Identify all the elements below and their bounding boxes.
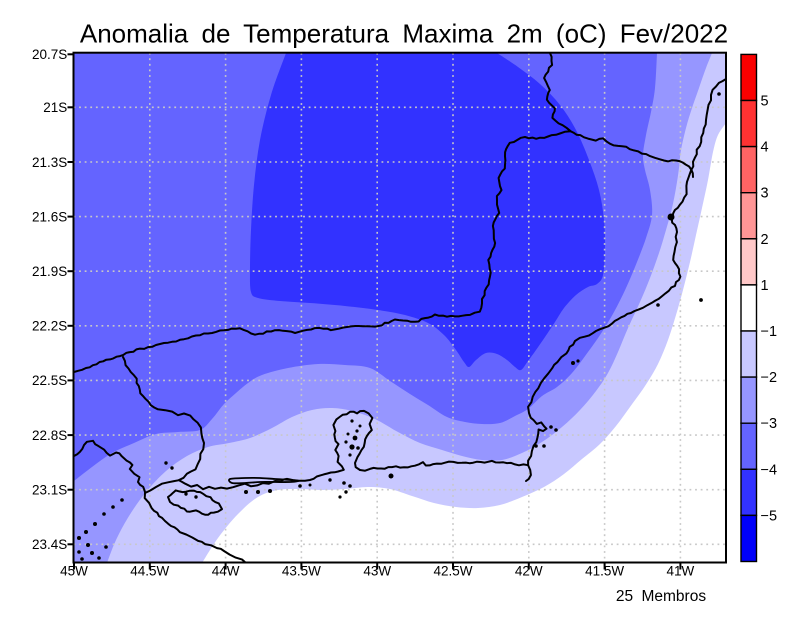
svg-text:44.5W: 44.5W (130, 564, 169, 579)
svg-text:45W: 45W (60, 564, 88, 579)
svg-text:20.7S: 20.7S (32, 47, 67, 62)
svg-text:41.5W: 41.5W (585, 564, 624, 579)
svg-text:25 Membros: 25 Membros (616, 588, 706, 605)
svg-text:3: 3 (761, 186, 769, 202)
svg-text:43.5W: 43.5W (282, 564, 321, 579)
svg-text:−2: −2 (761, 370, 778, 386)
svg-text:43W: 43W (363, 564, 391, 579)
svg-text:−5: −5 (761, 508, 778, 524)
svg-text:22.8S: 22.8S (32, 428, 67, 443)
svg-text:22.2S: 22.2S (32, 319, 67, 334)
svg-text:−4: −4 (761, 462, 778, 478)
svg-text:−3: −3 (761, 416, 778, 432)
svg-text:41W: 41W (667, 564, 695, 579)
svg-text:1: 1 (761, 278, 769, 294)
svg-text:5: 5 (761, 94, 769, 110)
svg-text:42W: 42W (515, 564, 543, 579)
svg-text:21.9S: 21.9S (32, 264, 67, 279)
svg-text:−1: −1 (761, 324, 778, 340)
svg-text:23.1S: 23.1S (32, 483, 67, 498)
svg-text:Anomalia de Temperatura Maxima: Anomalia de Temperatura Maxima 2m (oC) F… (80, 19, 728, 49)
svg-text:4: 4 (761, 140, 769, 156)
svg-text:42.5W: 42.5W (433, 564, 472, 579)
svg-text:21.6S: 21.6S (32, 209, 67, 224)
svg-text:21S: 21S (43, 100, 67, 115)
svg-text:21.3S: 21.3S (32, 155, 67, 170)
svg-text:44W: 44W (212, 564, 240, 579)
svg-text:23.4S: 23.4S (32, 537, 67, 552)
svg-text:2: 2 (761, 232, 769, 248)
svg-text:22.5S: 22.5S (32, 373, 67, 388)
